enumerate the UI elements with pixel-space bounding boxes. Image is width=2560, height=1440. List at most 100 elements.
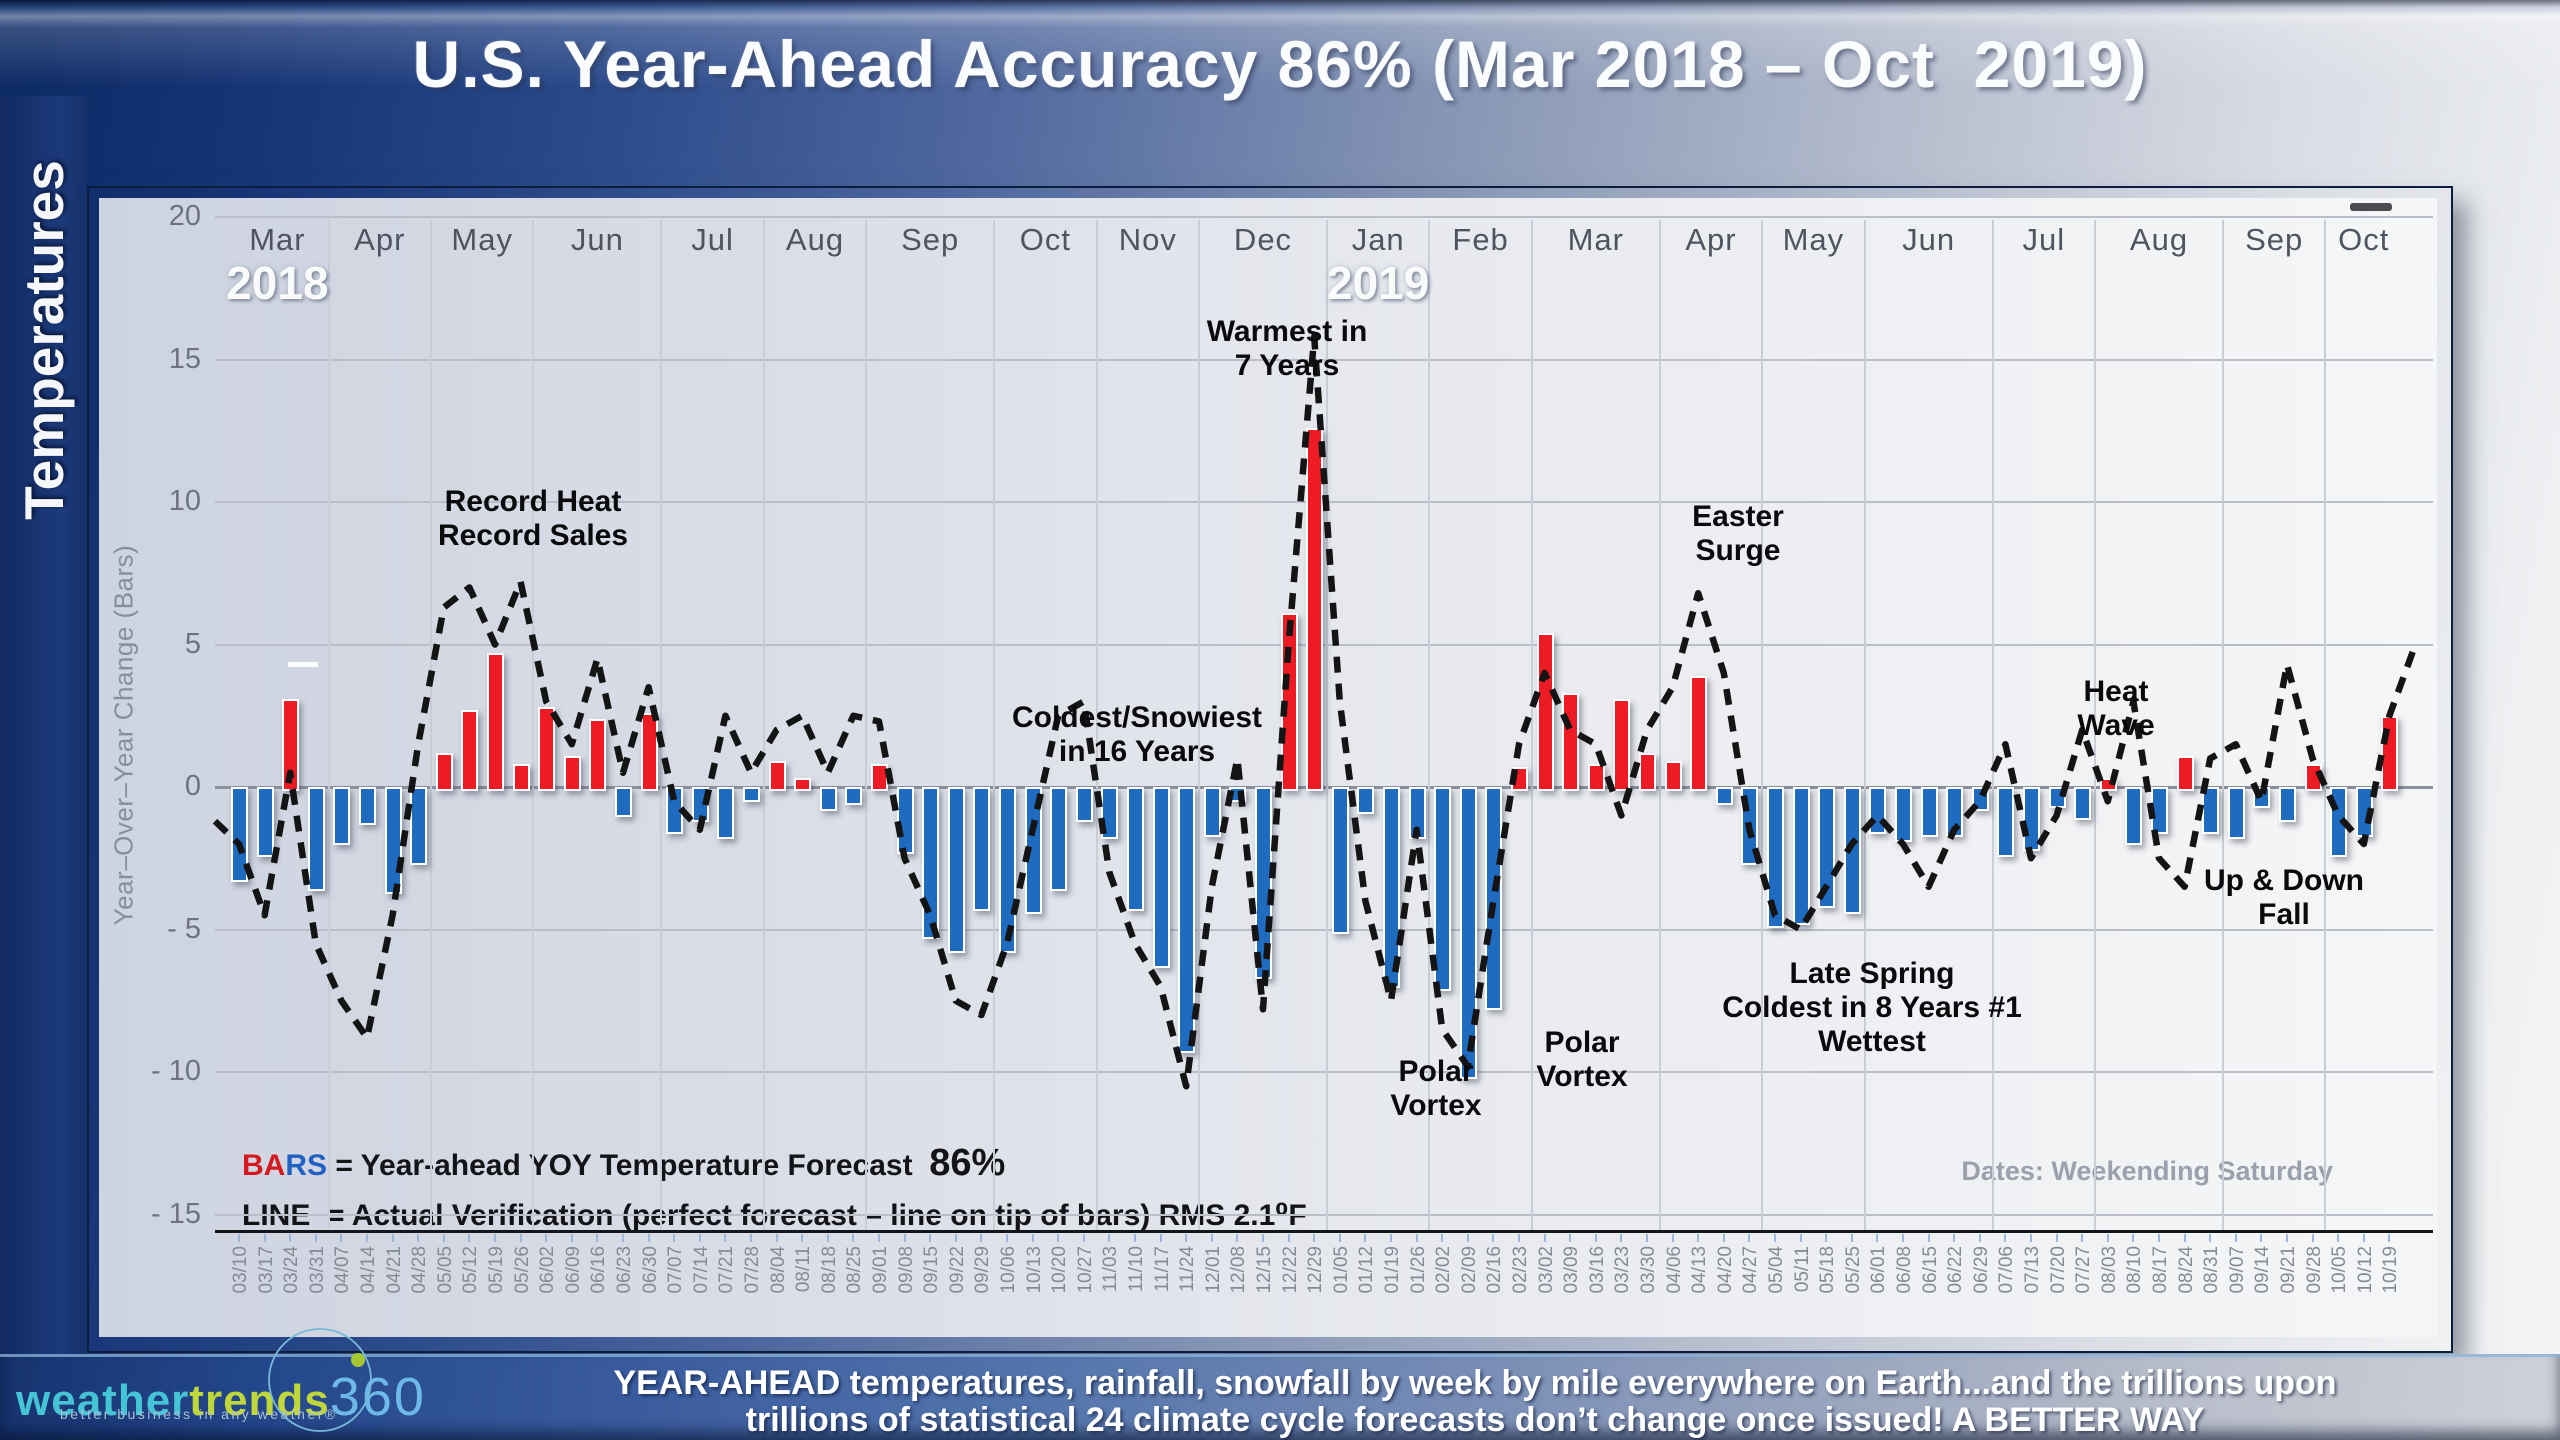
week-tick-03/02 [1543,1234,1546,1242]
date-label-04/21: 04/21 [383,1246,405,1294]
annotation-easter-surge: Easter Surge [1692,500,1784,568]
month-label-19-Oct: Oct [2338,222,2390,257]
legend-bars-row: BARS = Year-ahead YOY Temperature Foreca… [242,1142,1307,1185]
forecast-bar-03/31 [307,787,325,891]
week-tick-03/23 [1620,1234,1623,1242]
forecast-bar-03/23 [1613,698,1631,791]
week-tick-09/15 [929,1234,932,1242]
forecast-bar-05/18 [1818,787,1836,908]
date-label-09/07: 09/07 [2226,1246,2248,1294]
forecast-bar-06/01 [1869,787,1887,834]
month-label-0-Mar: Mar [249,222,306,257]
date-label-11/17: 11/17 [1151,1246,1173,1293]
legend-bars-red: BA [242,1149,286,1182]
date-label-12/01: 12/01 [1202,1246,1224,1294]
forecast-bar-09/08 [896,787,914,854]
date-label-10/12: 10/12 [2354,1246,2376,1294]
forecast-bar-02/09 [1459,787,1477,1079]
month-label-7-Oct: Oct [1019,222,1072,257]
date-label-09/29: 09/29 [972,1246,994,1294]
annotation-coldest-snowiest: Coldest/Snowiest in 16 Years [1012,701,1262,769]
forecast-bar-06/08 [1895,787,1912,843]
window-dash-icon [2350,203,2392,211]
date-label-12/15: 12/15 [1254,1246,1275,1294]
date-label-01/26: 01/26 [1407,1246,1429,1294]
forecast-bar-07/07 [666,787,684,834]
date-label-03/10: 03/10 [230,1246,251,1294]
week-tick-06/02 [545,1234,548,1242]
annotation-late-spring: Late Spring Coldest in 8 Years #1 Wettest [1722,957,2022,1060]
week-tick-07/20 [2055,1234,2058,1242]
date-label-04/13: 04/13 [1689,1246,1711,1294]
chart-frame: Year–Over–Year Change (Bars) BARS = Year… [87,186,2453,1353]
date-label-10/06: 10/06 [998,1246,1019,1294]
temperatures-label: Temperatures [13,160,75,520]
weathertrends360-logo: weathertrends360 [16,1366,426,1428]
week-tick-05/25 [1850,1234,1853,1242]
forecast-bar-04/14 [359,787,376,826]
forecast-bar-08/03 [2099,778,2117,791]
forecast-bar-08/17 [2151,787,2168,834]
week-tick-05/18 [1825,1234,1828,1242]
date-label-03/09: 03/09 [1561,1246,1583,1294]
logo-tagline: better business in any weather® [60,1406,338,1422]
footer-text-line1: YEAR-AHEAD temperatures, rainfall, snowf… [613,1364,2337,1402]
month-label-11-Feb: Feb [1452,222,1509,257]
date-label-05/26: 05/26 [511,1246,533,1294]
forecast-bar-04/13 [1690,675,1708,791]
date-label-04/14: 04/14 [358,1246,379,1294]
week-tick-04/20 [1722,1234,1725,1242]
year-label-2018: 2018 [226,257,329,309]
forecast-bar-05/25 [1843,787,1861,914]
forecast-bar-12/29 [1306,427,1324,791]
week-tick-07/06 [2004,1234,2007,1242]
week-tick-09/29 [980,1234,983,1242]
date-label-05/12: 05/12 [460,1246,482,1294]
date-label-09/22: 09/22 [946,1246,968,1294]
week-tick-03/31 [314,1234,317,1242]
annotation-line: Warmest in [1206,315,1368,348]
forecast-bar-05/04 [1767,787,1784,928]
week-tick-07/14 [698,1234,701,1242]
week-tick-07/27 [2081,1234,2084,1242]
date-label-03/23: 03/23 [1612,1246,1634,1294]
y-tick-label--10: - 10 [151,1055,201,1087]
date-label-05/04: 05/04 [1766,1246,1787,1294]
forecast-bar-10/27 [1075,787,1093,823]
month-label-10-Jan: Jan [1351,222,1405,257]
forecast-bar-01/19 [1383,787,1400,988]
month-label-17-Aug: Aug [2129,222,2189,257]
week-tick-08/03 [2106,1234,2109,1242]
forecast-bar-05/11 [1792,787,1810,925]
month-divider-18 [2324,220,2327,1230]
forecast-bar-07/20 [2048,787,2066,809]
date-label-11/24: 11/24 [1177,1246,1199,1293]
forecast-bar-07/21 [717,787,735,840]
month-label-15-Jun: Jun [1902,222,1956,257]
week-tick-06/01 [1876,1234,1879,1242]
date-label-08/04: 08/04 [767,1246,789,1294]
week-tick-03/30 [1646,1234,1648,1242]
logo-orbit-icon [268,1328,372,1432]
week-tick-03/24 [289,1234,292,1242]
date-label-05/11: 05/11 [1791,1246,1813,1293]
date-label-04/07: 04/07 [332,1246,354,1294]
date-label-04/28: 04/28 [409,1246,431,1294]
date-label-07/13: 07/13 [2022,1246,2043,1294]
date-label-08/11: 08/11 [793,1246,815,1293]
annotation-line: Coldest/Snowiest [1011,701,1263,734]
forecast-bar-05/19 [487,653,504,791]
forecast-bar-10/20 [1050,787,1068,891]
date-label-02/23: 02/23 [1510,1246,1531,1294]
forecast-bar-09/29 [973,787,991,911]
annotation-line: in 16 Years [1058,735,1216,769]
date-label-02/09: 02/09 [1458,1246,1480,1294]
week-tick-08/10 [2132,1234,2135,1242]
week-tick-04/28 [417,1234,420,1242]
annotation-line: Surge [1695,534,1781,568]
annotation-line: Wettest [1818,1025,1926,1059]
month-label-9-Dec: Dec [1233,222,1293,257]
week-tick-02/16 [1492,1234,1495,1242]
date-label-07/27: 07/27 [2073,1246,2095,1294]
y-tick-label--15: - 15 [151,1197,201,1230]
